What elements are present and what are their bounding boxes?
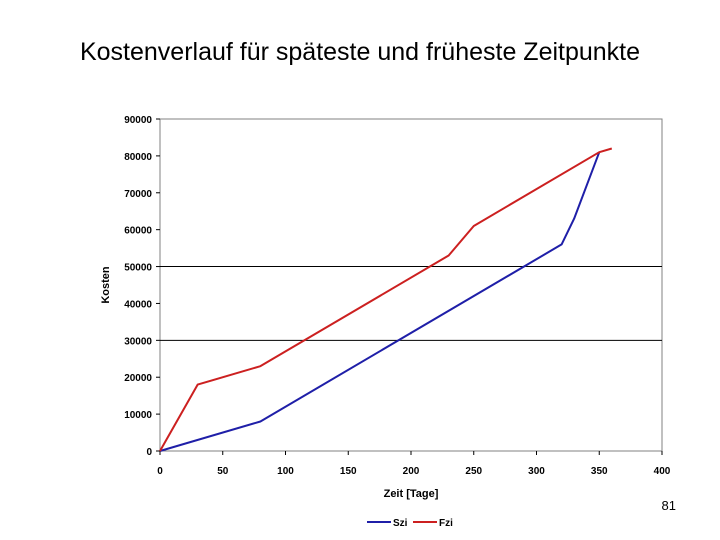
x-tick-label-7: 350 — [591, 466, 608, 477]
y-tick-label-3: 30000 — [124, 336, 152, 347]
series-line-fzi — [159, 147, 613, 452]
y-tick-label-1: 10000 — [124, 410, 152, 421]
y-tick-label-6: 60000 — [124, 226, 152, 237]
slide-title: Kostenverlauf für späteste und früheste … — [79, 38, 641, 66]
x-tick-label-3: 150 — [340, 466, 357, 477]
y-tick-label-8: 80000 — [124, 152, 152, 163]
legend-label-szi: Szi — [393, 518, 408, 529]
x-tick-label-8: 400 — [654, 466, 671, 477]
gridlines — [160, 266, 662, 341]
y-tick-label-4: 40000 — [124, 299, 152, 310]
x-tick-label-2: 100 — [277, 466, 294, 477]
x-axis-ticks: 0 50 100 150 200 250 300 350 400 — [157, 451, 671, 477]
y-tick-label-9: 90000 — [124, 115, 152, 126]
legend: Szi Fzi — [367, 518, 453, 529]
x-tick-label-0: 0 — [157, 466, 163, 477]
series-lines — [159, 147, 613, 452]
y-axis-title: Kosten — [100, 266, 112, 304]
x-tick-label-6: 300 — [528, 466, 545, 477]
y-tick-label-2: 20000 — [124, 373, 152, 384]
y-axis-ticks: 0 10000 20000 30000 40000 50000 60000 70000 8000… — [124, 115, 160, 458]
y-tick-label-7: 70000 — [124, 189, 152, 200]
x-tick-label-1: 50 — [217, 466, 229, 477]
x-tick-label-5: 250 — [465, 466, 482, 477]
page-number: 81 — [661, 498, 676, 513]
x-tick-label-4: 200 — [403, 466, 420, 477]
legend-label-fzi: Fzi — [439, 518, 453, 529]
y-tick-label-5: 50000 — [124, 263, 152, 274]
y-tick-label-0: 0 — [146, 447, 152, 458]
series-line-szi — [159, 151, 601, 452]
plot-area — [159, 118, 663, 452]
x-axis-title: Zeit [Tage] — [384, 488, 439, 500]
